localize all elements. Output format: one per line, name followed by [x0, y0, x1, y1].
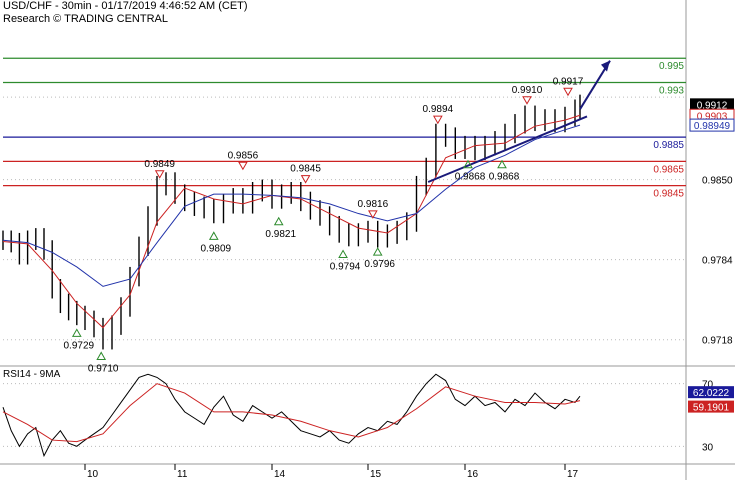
rsi-line	[2, 373, 581, 458]
low-marker-icon	[463, 159, 473, 169]
price-label-text: 0.9912	[697, 100, 728, 111]
ma-slow-line	[2, 124, 581, 287]
rsi-value-label-text: 62.0222	[693, 388, 730, 399]
level-label: 0.9885	[653, 140, 684, 151]
y-tick-label: 0.9850	[702, 176, 733, 187]
y-tick-label: 0.9784	[702, 256, 733, 267]
low-marker-icon	[497, 159, 507, 169]
x-tick-label: 11	[177, 469, 188, 480]
high-marker-icon	[522, 96, 532, 105]
price-label-text: 0.9903	[697, 111, 728, 122]
rsi-value-label-text: 59.1901	[693, 403, 730, 414]
level-label: 0.9845	[653, 189, 684, 200]
x-tick-label: 15	[370, 469, 382, 480]
low-marker-label: 0.9729	[64, 340, 95, 351]
high-marker-label: 0.9845	[290, 164, 321, 175]
high-marker-label: 0.9910	[512, 85, 543, 96]
high-marker-label: 0.9894	[423, 104, 454, 115]
low-marker-icon	[96, 351, 107, 360]
low-marker-label: 0.9710	[88, 363, 119, 374]
y-tick-label: 0.9718	[702, 336, 733, 347]
x-tick-label: 10	[87, 469, 99, 480]
ma-fast-line	[2, 114, 581, 329]
rsi-y-tick-label: 30	[702, 442, 714, 453]
high-marker-icon	[563, 87, 573, 97]
high-marker-icon	[432, 115, 443, 125]
x-tick-label: 14	[274, 469, 286, 480]
rsi-value-label-box	[688, 386, 734, 399]
level-label: 0.995	[659, 61, 684, 72]
low-marker-icon	[372, 247, 383, 256]
level-label: 0.993	[659, 86, 684, 97]
low-marker-icon	[71, 328, 82, 337]
low-marker-label: 0.9794	[330, 262, 361, 273]
high-marker-label: 0.9849	[144, 159, 175, 170]
high-marker-icon	[238, 161, 248, 171]
x-tick-label: 17	[567, 469, 579, 480]
price-label-box	[689, 118, 735, 132]
high-marker-label: 0.9856	[228, 150, 259, 161]
price-label-box	[690, 98, 734, 111]
rsi-value-label-box	[688, 400, 734, 413]
low-marker-label: 0.9796	[364, 259, 395, 270]
high-marker-label: 0.9917	[553, 76, 584, 87]
research-credit: Research © TRADING CENTRAL	[3, 13, 168, 25]
low-marker-icon	[338, 249, 348, 259]
high-marker-icon	[300, 175, 311, 184]
high-marker-label: 0.9816	[358, 199, 389, 210]
low-marker-label: 0.9868	[489, 172, 520, 183]
high-marker-icon	[154, 170, 165, 179]
projection-arrow-head	[601, 60, 610, 72]
rsi-title: RSI14 - 9MA	[3, 369, 61, 380]
price-label-text: 0.98949	[694, 121, 731, 132]
low-marker-label: 0.9868	[455, 172, 486, 183]
low-marker-icon	[273, 216, 284, 226]
rsi-ma-line	[2, 383, 581, 443]
rsi-y-tick-label: 70	[702, 380, 714, 391]
low-marker-label: 0.9809	[201, 243, 232, 254]
chart-title: USD/CHF - 30min - 01/17/2019 4:46:52 AM …	[3, 0, 248, 12]
trendline	[427, 115, 588, 183]
x-tick-label: 16	[467, 469, 479, 480]
high-marker-icon	[367, 210, 378, 219]
low-marker-icon	[208, 231, 219, 240]
low-marker-label: 0.9821	[265, 229, 296, 240]
level-label: 0.9865	[653, 164, 684, 175]
